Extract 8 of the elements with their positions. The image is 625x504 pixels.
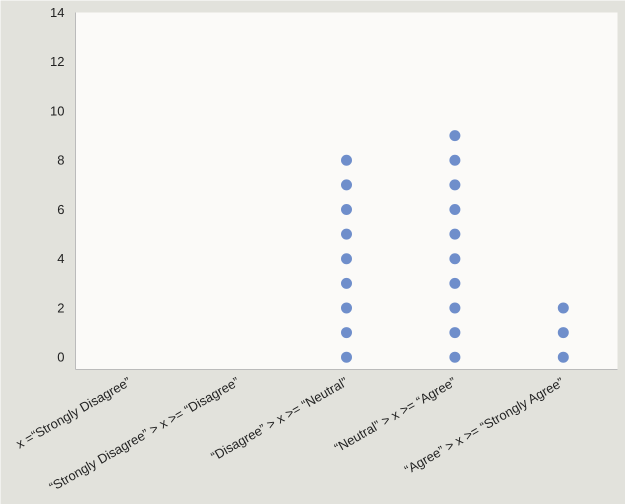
y-tick-label: 2 [57, 300, 65, 316]
y-tick-label: 12 [50, 54, 65, 70]
y-tick-label: 8 [57, 152, 65, 168]
y-tick-label: 4 [57, 251, 65, 266]
y-tick-label: 6 [57, 202, 65, 217]
y-tick-label: 14 [50, 5, 65, 20]
y-tick-label: 10 [50, 103, 65, 118]
y-tick-label: 0 [57, 350, 65, 365]
